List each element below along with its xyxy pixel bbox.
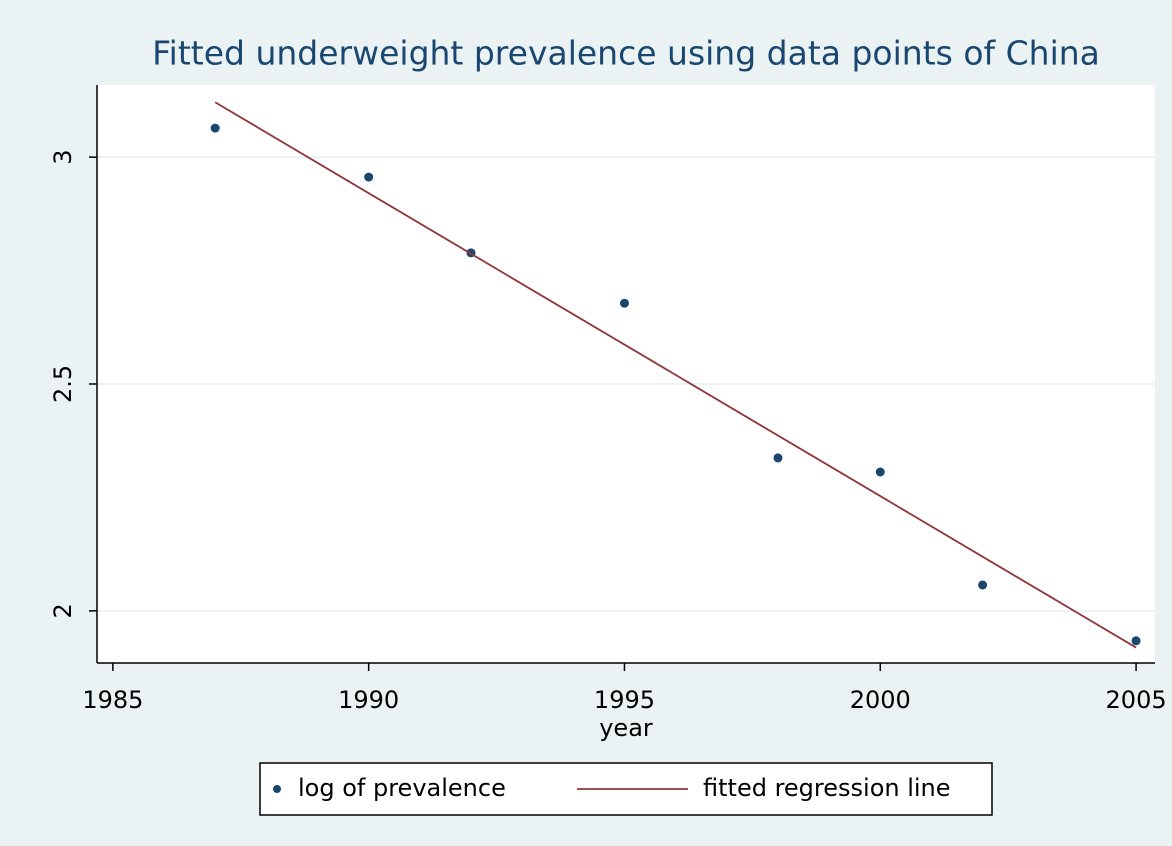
data-point xyxy=(619,298,629,308)
data-point xyxy=(773,453,783,463)
x-axis-label: year xyxy=(599,714,653,742)
data-point xyxy=(978,580,988,590)
y-tick-label: 3 xyxy=(49,149,77,164)
y-tick-label: 2.5 xyxy=(49,365,77,403)
data-point xyxy=(210,123,220,133)
x-tick-label: 2005 xyxy=(1106,686,1167,714)
data-point xyxy=(364,172,374,182)
plot-area xyxy=(97,85,1155,663)
x-tick-label: 2000 xyxy=(850,686,911,714)
data-point xyxy=(1131,636,1141,646)
y-tick-label: 2 xyxy=(49,603,77,618)
chart-title: Fitted underweight prevalence using data… xyxy=(152,34,1100,73)
legend-label: fitted regression line xyxy=(703,774,951,802)
legend-label: log of prevalence xyxy=(298,774,506,802)
x-tick-label: 1995 xyxy=(594,686,655,714)
data-point xyxy=(875,467,885,477)
x-tick-label: 1990 xyxy=(338,686,399,714)
x-tick-label: 1985 xyxy=(82,686,143,714)
fitted-line xyxy=(214,101,1137,649)
legend-marker xyxy=(273,785,281,793)
